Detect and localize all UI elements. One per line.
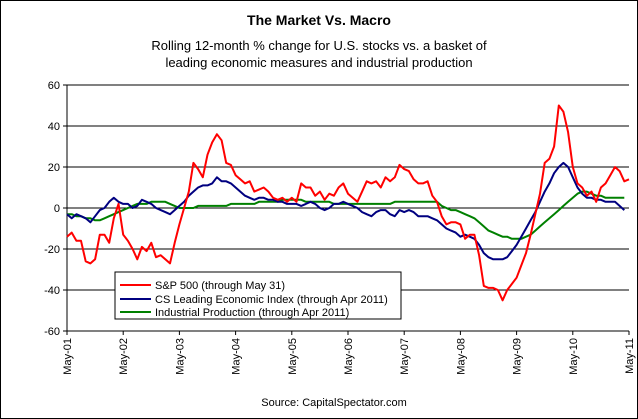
x-tick-label-2: May-03 [174,338,186,375]
x-tick-label-8: May-09 [512,338,524,375]
x-tick-labels: May-01 May-02 May-03 May-04 May-05 May-06 May-… [62,331,636,375]
source-note: Source: CapitalSpectator.com [261,397,407,409]
series-line-leading-index [66,161,625,261]
x-tick-label-5: May-06 [343,338,355,375]
x-tick-label-0: May-01 [62,338,74,375]
y-tick-labels: 60 40 20 0 -20 -40 -60 [44,80,67,338]
grid-lines [67,84,629,291]
x-tick-label-6: May-07 [399,338,411,375]
x-tick-label-7: May-08 [455,338,467,375]
y-tick-label-5: -40 [44,285,60,297]
chart-title: The Market Vs. Macro [247,12,391,28]
chart-subtitle-line-1: Rolling 12-month % change for U.S. stock… [151,38,487,53]
x-tick-label-10: May-11 [624,338,636,374]
legend-label-sp500: S&P 500 (through May 31) [155,280,285,292]
y-tick-label-3: 0 [54,203,60,215]
x-tick-label-1: May-02 [118,338,130,375]
y-tick-label-1: 40 [48,121,60,133]
y-tick-label-0: 60 [48,80,60,92]
y-tick-label-4: -20 [44,244,60,256]
legend-label-leading-index: CS Leading Economic Index (through Apr 2… [155,294,388,306]
x-tick-label-9: May-10 [568,338,580,375]
series-lines [66,104,630,302]
series-line-sp500 [66,104,630,302]
x-tick-label-3: May-04 [231,338,243,375]
x-tick-label-4: May-05 [287,338,299,375]
legend-label-industrial-production: Industrial Production (through Apr 2011) [155,307,349,319]
y-tick-label-6: -60 [44,326,60,338]
chart-subtitle-line-2: leading economic measures and industrial… [165,55,472,70]
legend: S&P 500 (through May 31) CS Leading Econ… [114,271,402,320]
y-tick-label-2: 20 [48,162,60,174]
legend-box [114,271,402,320]
